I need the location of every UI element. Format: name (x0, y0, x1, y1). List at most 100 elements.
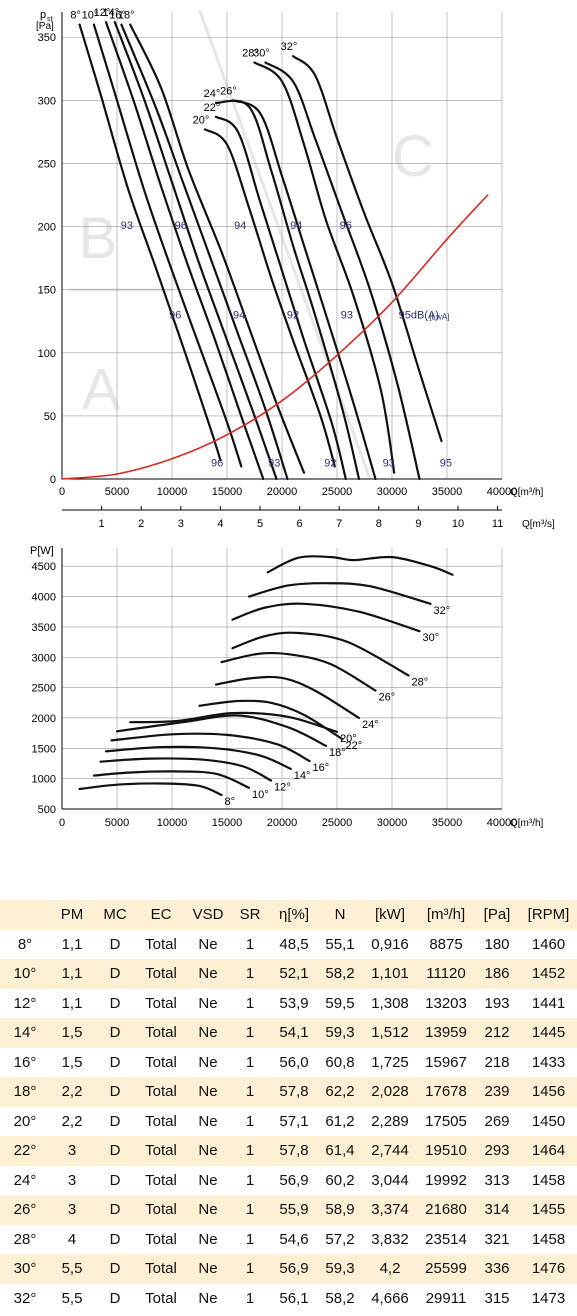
table-cell: 1460 (531, 935, 566, 953)
table-cell: D (109, 1112, 121, 1130)
curve-angle-label: 26° (220, 85, 237, 97)
curve-angle-label: 16° (313, 762, 330, 774)
table-cell: 313 (484, 1171, 510, 1189)
table-cell: 1456 (520, 1077, 577, 1107)
table-row: 28° 4 D Total Ne 1 54,6 57,2 3,832 23514 321 1458 (0, 1225, 577, 1255)
curve-angle-label: 20° (340, 733, 357, 745)
x-tick-label: 20000 (267, 817, 298, 829)
table-cell: Total (145, 935, 177, 953)
table-cell: D (94, 1018, 136, 1048)
column-header: N (318, 900, 362, 930)
table-cell: 58,9 (318, 1195, 362, 1225)
table-cell: 62,2 (318, 1077, 362, 1107)
table-cell: 59,3 (318, 1018, 362, 1048)
curve-angle-label: 12° (274, 781, 291, 793)
dba-label: 92 (324, 457, 336, 469)
dba-label: 94 (290, 220, 302, 232)
table-cell: 4 (67, 1230, 77, 1248)
power-curve (231, 602, 421, 633)
performance-table: PM MC EC VSD SR η[%] N [kW] [m³/h] [Pa] [RPM] 8° 1,… (0, 900, 577, 1313)
y-tick-label: 150 (38, 285, 56, 297)
dba-label: 92 (287, 310, 299, 322)
row-angle-cell: 14° (0, 1018, 50, 1048)
table-cell: 1,512 (362, 1018, 418, 1048)
table-cell: 315 (484, 1289, 510, 1307)
column-header: EC (136, 900, 186, 930)
table-cell: 1 (245, 1289, 255, 1307)
x-tick-label: 0 (59, 817, 65, 829)
table-row: 26° 3 D Total Ne 1 55,9 58,9 3,374 21680 314 1455 (0, 1195, 577, 1225)
table-cell: D (94, 1136, 136, 1166)
x-tick-label: 15000 (212, 817, 243, 829)
table-cell: 17505 (425, 1112, 467, 1130)
table-cell: 218 (484, 1053, 510, 1071)
table-row: 30° 5,5 D Total Ne 1 56,9 59,3 4,2 25599 336 1476 (0, 1254, 577, 1284)
table-cell: 2,289 (371, 1112, 409, 1130)
column-header: η[%] (270, 900, 318, 930)
table-cell: 13959 (418, 1018, 474, 1048)
table-cell: 186 (474, 959, 520, 989)
y-tick-label: 2500 (32, 683, 56, 695)
curve-angle-label: 18° (118, 10, 135, 22)
column-header: VSD (186, 900, 230, 930)
power-curve (104, 745, 292, 770)
table-cell: 57,1 (279, 1112, 309, 1130)
table-cell: Ne (186, 959, 230, 989)
table-cell: 19992 (425, 1171, 467, 1189)
table-cell: 13203 (425, 994, 467, 1012)
y-tick-label: 100 (38, 348, 56, 360)
table-cell: 1,725 (371, 1053, 409, 1071)
table-row: 18° 2,2 D Total Ne 1 57,8 62,2 2,028 17678 239 1456 (0, 1077, 577, 1107)
blade-angle-curve (231, 99, 377, 481)
curve-angle-label: 8° (225, 796, 236, 808)
table-cell: 293 (474, 1136, 520, 1166)
table-cell: 21680 (418, 1195, 474, 1225)
dba-label: 94 (233, 310, 245, 322)
table-cell: 1 (245, 1053, 255, 1071)
table-cell: 0,916 (371, 935, 409, 953)
y-tick-label: 0 (50, 474, 56, 486)
y-tick-label: 300 (38, 95, 56, 107)
blade-angle-curve (264, 61, 421, 481)
power-curve (198, 699, 344, 741)
curve-angle-label: 24° (362, 719, 379, 731)
curve-angle-label: 22° (346, 740, 363, 752)
table-cell: Ne (186, 1018, 230, 1048)
x-tick-label: 30000 (377, 486, 408, 498)
table-cell: Ne (186, 1136, 230, 1166)
y-axis-label: p (40, 9, 46, 21)
table-cell: 1 (230, 1195, 270, 1225)
table-row: 14° 1,5 D Total Ne 1 54,1 59,3 1,512 13959 212 1445 (0, 1018, 577, 1048)
table-cell: 2,744 (362, 1136, 418, 1166)
pressure-flow-chart: A B C 0 50 100 150 200 250 300 350 0 5000 10000 15000 2… (36, 7, 555, 530)
table-cell: 1464 (520, 1136, 577, 1166)
blade-angle-curve (291, 55, 443, 443)
table-cell: 1,1 (61, 994, 83, 1012)
x-tick-label: 5000 (105, 817, 129, 829)
table-cell: 25599 (418, 1254, 474, 1284)
table-cell: D (94, 1195, 136, 1225)
blade-angle-curve (214, 99, 361, 481)
x2-tick-label: 4 (217, 518, 223, 530)
table-cell: 1 (245, 1230, 255, 1248)
power-curve (115, 714, 328, 747)
zone-divider (198, 9, 372, 480)
table-cell: 1 (230, 959, 270, 989)
zone-letter: C (392, 124, 434, 189)
y-tick-label: 350 (38, 32, 56, 44)
table-cell: Total (145, 1230, 177, 1248)
column-header: [m³/h] (418, 900, 474, 930)
table-cell: Total (136, 1195, 186, 1225)
table-cell: 56,9 (270, 1254, 318, 1284)
table-row: 22° 3 D Total Ne 1 57,8 61,4 2,744 19510 293 1464 (0, 1136, 577, 1166)
x-tick-label: 5000 (105, 486, 129, 498)
table-cell: Total (145, 994, 177, 1012)
curve-angle-label: 24° (204, 88, 221, 100)
table-cell: 1 (230, 1136, 270, 1166)
blade-angle-curve (203, 128, 336, 468)
table-cell: 1 (245, 994, 255, 1012)
x-tick-label: 35000 (432, 817, 463, 829)
table-cell: 1473 (531, 1289, 566, 1307)
power-curve (92, 770, 251, 789)
row-angle-cell: 22° (0, 1136, 50, 1166)
